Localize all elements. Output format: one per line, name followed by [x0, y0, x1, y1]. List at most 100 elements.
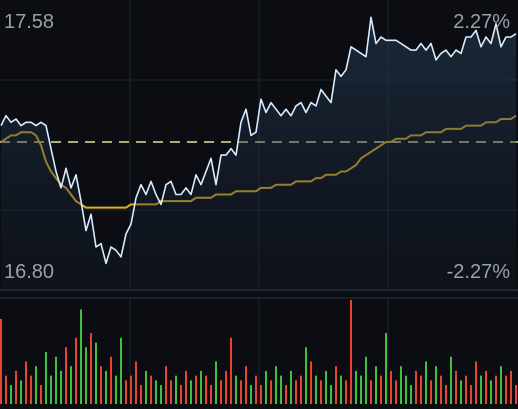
volume-bar-73 — [365, 357, 367, 404]
volume-bar-36 — [180, 385, 182, 404]
volume-bar-55 — [275, 366, 277, 404]
volume-bar-4 — [20, 380, 22, 404]
volume-bar-86 — [430, 380, 432, 404]
volume-bar-57 — [285, 385, 287, 404]
volume-bar-80 — [400, 366, 402, 404]
volume-bar-10 — [50, 376, 52, 404]
volume-bar-27 — [135, 361, 137, 404]
volume-bar-24 — [120, 338, 122, 404]
volume-bar-68 — [340, 376, 342, 404]
volume-bar-5 — [25, 361, 27, 404]
volume-bar-32 — [160, 385, 162, 404]
volume-bar-102 — [510, 371, 512, 404]
volume-bar-63 — [315, 376, 317, 404]
volume-bar-56 — [280, 376, 282, 404]
volume-bar-41 — [205, 376, 207, 404]
volume-bar-85 — [425, 361, 427, 404]
volume-bar-37 — [185, 371, 187, 404]
volume-bar-77 — [385, 333, 387, 404]
volume-bar-43 — [215, 361, 217, 404]
volume-bar-52 — [260, 385, 262, 404]
volume-bar-74 — [370, 380, 372, 404]
volume-bar-19 — [95, 343, 97, 404]
volume-bar-81 — [405, 376, 407, 404]
volume-bar-33 — [165, 366, 167, 404]
volume-bar-14 — [70, 366, 72, 404]
volume-bar-53 — [265, 371, 267, 404]
volume-bar-72 — [360, 376, 362, 404]
volume-bar-13 — [65, 347, 67, 404]
price-high-label: 17.58 — [4, 12, 54, 32]
volume-bar-90 — [450, 357, 452, 404]
volume-bar-15 — [75, 338, 77, 404]
volume-bar-31 — [155, 380, 157, 404]
volume-bar-20 — [100, 366, 102, 404]
volume-bar-34 — [170, 380, 172, 404]
volume-bar-98 — [490, 380, 492, 404]
volume-bar-23 — [115, 376, 117, 404]
volume-bar-50 — [250, 385, 252, 404]
volume-bar-21 — [105, 371, 107, 404]
percent-high-label: 2.27% — [453, 12, 510, 32]
volume-bar-103 — [515, 385, 517, 404]
volume-bar-29 — [145, 371, 147, 404]
volume-bar-59 — [295, 380, 297, 404]
volume-bar-92 — [460, 380, 462, 404]
volume-bar-11 — [55, 357, 57, 404]
volume-bar-38 — [190, 380, 192, 404]
volume-bar-66 — [330, 385, 332, 404]
volume-bar-17 — [85, 347, 87, 404]
volume-bar-101 — [505, 376, 507, 404]
volume-bar-46 — [230, 338, 232, 404]
volume-bar-70 — [350, 300, 352, 404]
volume-bar-12 — [60, 371, 62, 404]
volume-bar-30 — [150, 376, 152, 404]
volume-bar-22 — [110, 357, 112, 404]
volume-bar-18 — [90, 333, 92, 404]
volume-bar-8 — [40, 385, 42, 404]
volume-bar-7 — [35, 366, 37, 404]
volume-bar-35 — [175, 376, 177, 404]
volume-bar-44 — [220, 380, 222, 404]
volume-bar-48 — [240, 380, 242, 404]
volume-bar-40 — [200, 371, 202, 404]
volume-bar-60 — [300, 376, 302, 404]
volume-bar-100 — [500, 366, 502, 404]
volume-bar-42 — [210, 385, 212, 404]
volume-bar-94 — [470, 385, 472, 404]
volume-bar-78 — [390, 371, 392, 404]
volume-bar-39 — [195, 376, 197, 404]
volume-bar-79 — [395, 380, 397, 404]
volume-bar-93 — [465, 376, 467, 404]
percent-low-label: -2.27% — [447, 262, 510, 282]
volume-bar-61 — [305, 347, 307, 404]
volume-bar-6 — [30, 376, 32, 404]
volume-bar-65 — [325, 371, 327, 404]
volume-bar-67 — [335, 366, 337, 404]
volume-bar-87 — [435, 366, 437, 404]
volume-bar-45 — [225, 371, 227, 404]
volume-bar-0 — [0, 319, 2, 404]
volume-bar-28 — [140, 385, 142, 404]
volume-bar-2 — [10, 385, 12, 404]
volume-bar-3 — [15, 371, 17, 404]
volume-bar-54 — [270, 380, 272, 404]
volume-bar-75 — [375, 366, 377, 404]
volume-bar-95 — [475, 361, 477, 404]
volume-bar-76 — [380, 376, 382, 404]
volume-bar-64 — [320, 380, 322, 404]
volume-bar-71 — [355, 371, 357, 404]
price-low-label: 16.80 — [4, 262, 54, 282]
volume-bar-69 — [345, 380, 347, 404]
volume-bar-91 — [455, 371, 457, 404]
volume-bar-88 — [440, 376, 442, 404]
volume-bar-62 — [310, 361, 312, 404]
volume-bar-9 — [45, 352, 47, 404]
volume-bar-96 — [480, 376, 482, 404]
volume-bar-25 — [125, 380, 127, 404]
volume-bar-58 — [290, 371, 292, 404]
volume-bar-16 — [80, 309, 82, 404]
volume-bar-47 — [235, 376, 237, 404]
